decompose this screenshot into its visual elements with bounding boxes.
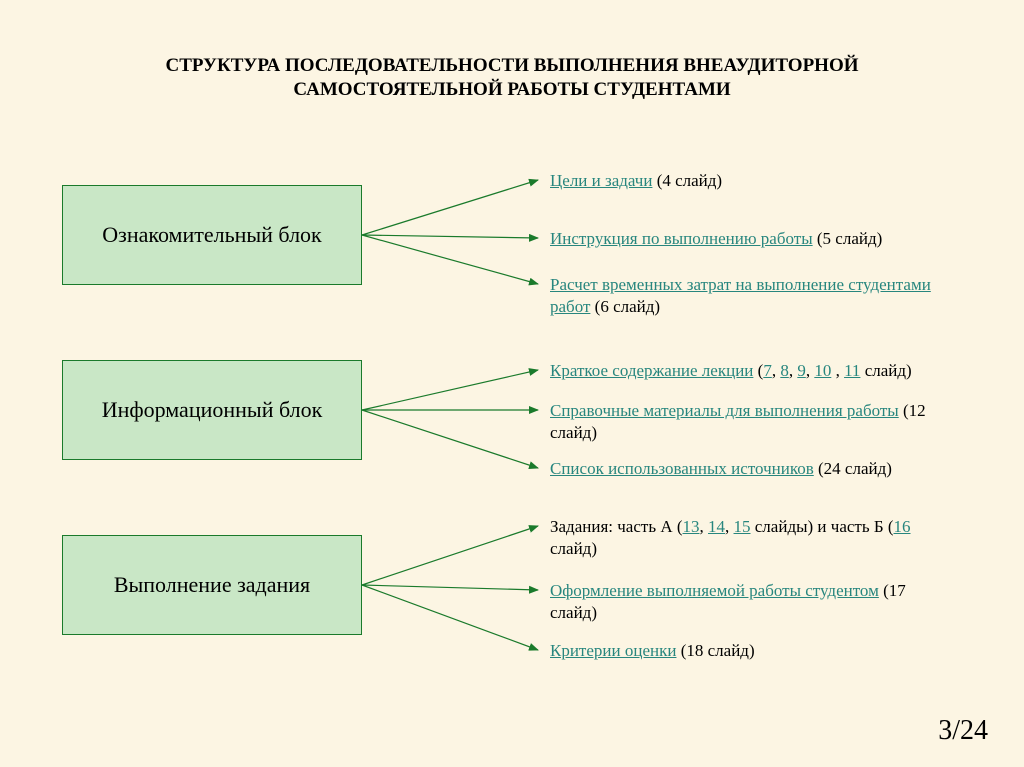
block-exec: Выполнение задания <box>62 535 362 635</box>
it-1: Цели и задачи (4 слайд) <box>550 170 722 192</box>
slide-link[interactable]: Список использованных источников <box>550 459 814 478</box>
slide-link[interactable]: 8 <box>780 361 789 380</box>
it-6: Список использованных источников (24 сла… <box>550 458 892 480</box>
slide-link[interactable]: Инструкция по выполнению работы <box>550 229 813 248</box>
block-exec-label: Выполнение задания <box>114 572 310 598</box>
text-span: (5 слайд) <box>813 229 883 248</box>
slide-link[interactable]: 9 <box>797 361 806 380</box>
text-span: слайды) и часть Б ( <box>751 517 894 536</box>
arrow-line <box>362 235 538 284</box>
it-4: Краткое содержание лекции (7, 8, 9, 10 ,… <box>550 360 912 382</box>
slide-link[interactable]: 10 <box>814 361 831 380</box>
block-info-label: Информационный блок <box>102 397 323 423</box>
text-span: слайд) <box>860 361 911 380</box>
it-3: Расчет временных затрат на выполнение ст… <box>550 274 950 318</box>
text-span: слайд) <box>550 539 597 558</box>
it-5: Справочные материалы для выполнения рабо… <box>550 400 950 444</box>
it-2: Инструкция по выполнению работы (5 слайд… <box>550 228 882 250</box>
arrow-line <box>362 585 538 590</box>
slide-link[interactable]: Цели и задачи <box>550 171 652 190</box>
text-span: , <box>725 517 734 536</box>
text-span: (6 слайд) <box>590 297 660 316</box>
slide-link[interactable]: Справочные материалы для выполнения рабо… <box>550 401 899 420</box>
block-intro: Ознакомительный блок <box>62 185 362 285</box>
slide-link[interactable]: 14 <box>708 517 725 536</box>
arrow-line <box>362 235 538 238</box>
it-9: Критерии оценки (18 слайд) <box>550 640 755 662</box>
text-span: Задания: часть А ( <box>550 517 683 536</box>
text-span: ( <box>753 361 763 380</box>
slide-link[interactable]: Краткое содержание лекции <box>550 361 753 380</box>
page-number: 3/24 <box>938 715 988 747</box>
block-intro-label: Ознакомительный блок <box>102 222 322 248</box>
slide-link[interactable]: 13 <box>683 517 700 536</box>
block-info: Информационный блок <box>62 360 362 460</box>
it-8: Оформление выполняемой работы студентом … <box>550 580 950 624</box>
text-span: (24 слайд) <box>814 459 892 478</box>
slide-link[interactable]: Критерии оценки <box>550 641 676 660</box>
slide-canvas: СТРУКТУРА ПОСЛЕДОВАТЕЛЬНОСТИ ВЫПОЛНЕНИЯ … <box>0 0 1024 767</box>
arrow-line <box>362 180 538 235</box>
slide-link[interactable]: 16 <box>894 517 911 536</box>
title-line-1: СТРУКТУРА ПОСЛЕДОВАТЕЛЬНОСТИ ВЫПОЛНЕНИЯ … <box>165 55 858 76</box>
slide-link[interactable]: Оформление выполняемой работы студентом <box>550 581 879 600</box>
arrow-line <box>362 410 538 468</box>
title-line-2: САМОСТОЯТЕЛЬНОЙ РАБОТЫ СТУДЕНТАМИ <box>293 79 730 100</box>
text-span: , <box>700 517 709 536</box>
slide-link[interactable]: 7 <box>763 361 772 380</box>
text-span: , <box>831 361 844 380</box>
slide-link[interactable]: 15 <box>734 517 751 536</box>
text-span: (4 слайд) <box>652 171 722 190</box>
it-7: Задания: часть А (13, 14, 15 слайды) и ч… <box>550 516 950 560</box>
slide-title: СТРУКТУРА ПОСЛЕДОВАТЕЛЬНОСТИ ВЫПОЛНЕНИЯ … <box>0 54 1024 102</box>
text-span: (18 слайд) <box>676 641 754 660</box>
arrow-line <box>362 585 538 650</box>
arrow-line <box>362 370 538 410</box>
arrow-line <box>362 526 538 585</box>
slide-link[interactable]: 11 <box>844 361 860 380</box>
